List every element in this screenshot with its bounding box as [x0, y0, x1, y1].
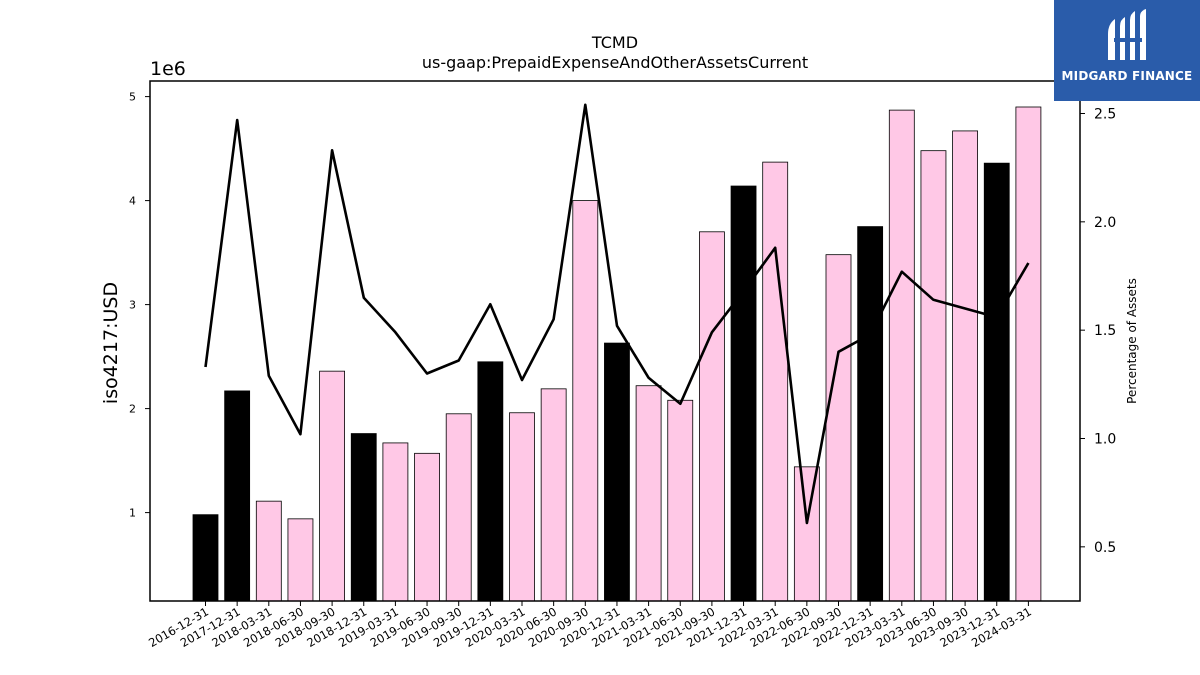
bar-2018-03-31: [255, 500, 282, 602]
bar-2022-09-30: [825, 254, 852, 602]
bar-2017-12-31: [224, 390, 251, 602]
bar-2020-12-31: [604, 342, 630, 602]
percentage-line: [204, 103, 1030, 525]
bar-2021-09-30: [699, 231, 725, 602]
bar-2018-06-30: [287, 518, 314, 602]
bar-2020-03-31: [509, 412, 535, 602]
y2-tick-label: 0.5: [1094, 540, 1116, 556]
bar-2019-06-30: [414, 452, 440, 602]
logo-mark-icon: [1108, 9, 1146, 60]
bar-2019-12-31: [477, 361, 504, 602]
bar-2023-12-31: [983, 162, 1010, 602]
y-axis-label: iso4217:USD: [100, 282, 122, 404]
y-tick-label: 3: [129, 299, 136, 312]
x-ticks: 2016-12-312017-12-312018-03-312018-06-30…: [146, 601, 1034, 650]
y-offset-text: 1e6: [150, 58, 186, 80]
bar-2023-03-31: [888, 109, 915, 602]
y2-axis-label: Percentage of Assets: [1125, 278, 1139, 404]
bar-2023-06-30: [920, 150, 947, 602]
bar-2021-03-31: [635, 385, 662, 602]
bar-2022-06-30: [793, 466, 820, 602]
bar-2019-03-31: [382, 442, 409, 602]
y2-tick-label: 2.5: [1094, 107, 1116, 123]
plot-frame: [149, 80, 1081, 602]
y-tick-label: 2: [129, 403, 136, 416]
y-tick-label: 5: [129, 91, 136, 104]
bar-2021-06-30: [667, 399, 694, 602]
bar-2019-09-30: [445, 413, 472, 602]
bar-2022-03-31: [762, 161, 789, 602]
bar-2024-03-31: [1015, 106, 1042, 602]
y2-tick-label: 2.0: [1094, 215, 1116, 231]
y-tick-label: 1: [129, 507, 136, 520]
brand-logo: MIDGARD FINANCE: [1054, 0, 1200, 101]
y2-tick-label: 1.5: [1094, 323, 1116, 339]
bar-2018-12-31: [350, 433, 377, 602]
bar-2020-09-30: [572, 200, 599, 602]
bar-2018-09-30: [319, 370, 346, 602]
bar-2021-12-31: [730, 185, 757, 602]
logo-name: MIDGARD FINANCE: [1061, 69, 1193, 83]
bars-layer: [192, 106, 1042, 602]
y2-ticks: 0.5 1.0 1.5 2.0 2.5: [1080, 107, 1116, 556]
line-layer: [204, 103, 1030, 525]
bar-2022-12-31: [857, 226, 884, 602]
bar-2020-06-30: [540, 388, 567, 602]
y-ticks: 1 2 3 4 5: [129, 91, 150, 520]
bar-2023-09-30: [952, 130, 978, 602]
y-tick-label: 4: [129, 195, 136, 208]
bar-2016-12-31: [192, 514, 219, 602]
y2-tick-label: 1.0: [1094, 432, 1116, 448]
chart-subtitle: us-gaap:PrepaidExpenseAndOtherAssetsCurr…: [422, 53, 808, 72]
chart-title: TCMD: [591, 33, 638, 52]
